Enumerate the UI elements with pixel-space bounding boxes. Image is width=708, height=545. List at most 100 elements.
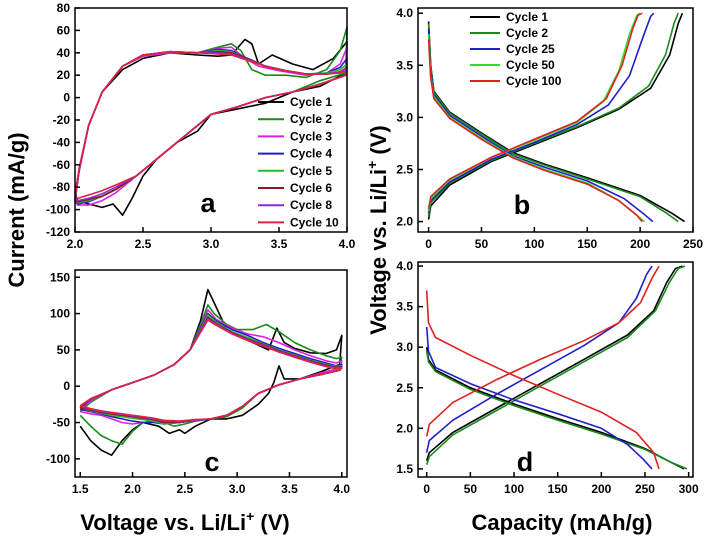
ytick-label-a-10: -120 [46,225,70,239]
ytick-label-b-3: 2.5 [396,162,413,176]
series-c-7 [79,319,343,422]
xtick-label-a-4: 4.0 [339,237,356,251]
series-d-0 [425,347,685,470]
legend-label-a-3: Cycle 4 [290,147,332,161]
xtick-label-b-4: 200 [630,237,650,251]
xtick-label-a-3: 3.5 [271,237,288,251]
right-ylabel-main: Voltage vs. Li/Li [366,169,391,335]
legend-label-a-7: Cycle 10 [290,215,339,229]
frame-d [417,261,694,478]
ytick-label-a-3: 20 [57,68,71,82]
series-d-1 [425,265,683,462]
bottom-left-xlabel-sup: + [246,508,254,524]
panel-letter-c: c [204,447,219,477]
xtick-label-a-1: 2.5 [135,237,152,251]
series-d-3 [425,265,686,466]
bottom-left-xlabel-main: Voltage vs. Li/Li [80,510,246,535]
xtick-label-b-5: 250 [683,237,703,251]
ytick-label-d-2: 3.0 [396,340,413,354]
xtick-label-c-4: 3.5 [281,482,298,496]
legend-label-a-1: Cycle 2 [290,112,332,126]
panel-d: 0 50 100 150 200 250 300 4.0 3.5 3.0 2.5 2.0 1.5 d [396,259,699,496]
series-b-7 [427,12,641,212]
panel-c: 1.5 2.0 2.5 3.0 3.5 4.0 150 100 50 0 -50 -100 c [46,269,350,496]
series-b-1 [427,12,684,220]
legend-label-a-2: Cycle 3 [290,129,332,143]
series-c-4 [79,314,343,425]
ytick-label-a-6: -40 [53,135,71,149]
series-c-1 [79,304,343,446]
plots-layer: 2.0 2.5 3.0 3.5 4.0806040200-20-40-60-80-100… [46,1,703,496]
xtick-label-b-2: 100 [524,237,544,251]
ytick-label-b-0: 4.0 [396,6,413,20]
right-ylabel-tail: (V) [366,125,391,160]
legend-label-a-6: Cycle 8 [290,198,332,212]
series-d-5 [425,265,653,453]
ytick-label-c-4: -50 [53,416,71,430]
series-c-5 [79,316,343,424]
ytick-label-c-0: 150 [50,270,70,284]
ytick-label-b-2: 3.0 [396,110,413,124]
legend-label-b-1: Cycle 2 [506,26,548,40]
legend-label-a-5: Cycle 6 [290,181,332,195]
panel-b: 0 50 100 150 200 250 4.0 3.5 3.0 2.5 2.0 b Cycle 1 Cy… [396,6,703,251]
frame-b [417,7,694,233]
panel-letter-a: a [200,188,216,218]
series-d-6 [425,290,660,470]
series-c-3 [79,312,343,425]
series-b-0 [427,21,685,223]
ytick-label-d-5: 1.5 [396,462,413,476]
series-a-7 [74,50,348,200]
ytick-label-d-4: 2.0 [396,421,413,435]
bottom-left-xlabel-tail: (V) [254,510,289,535]
xtick-label-d-3: 150 [548,482,568,496]
xtick-label-c-5: 4.0 [333,482,350,496]
xtick-label-a-0: 2.0 [67,237,84,251]
bottom-left-xlabel: Voltage vs. Li/Li+ (V) [80,508,290,535]
xtick-label-c-1: 2.0 [124,482,141,496]
ytick-label-c-2: 50 [57,343,71,357]
series-c-6 [79,317,343,423]
xtick-label-d-4: 200 [591,482,611,496]
ytick-label-a-4: 0 [63,91,70,105]
legend-label-b-0: Cycle 1 [506,10,548,24]
ytick-label-a-1: 60 [57,23,71,37]
series-b-3 [427,12,679,217]
bottom-right-xlabel: Capacity (mAh/g) [472,510,653,535]
ytick-label-c-3: 0 [63,379,70,393]
panel-letter-d: d [517,447,534,477]
ytick-label-a-5: -20 [53,113,71,127]
series-b-9 [427,12,643,210]
ytick-label-b-1: 3.5 [396,58,413,72]
series-d-7 [425,265,660,437]
legend-label-a-4: Cycle 5 [290,164,332,178]
xtick-label-b-1: 50 [475,237,489,251]
ytick-label-a-9: -100 [46,203,70,217]
xtick-label-c-3: 3.0 [229,482,246,496]
series-b-8 [427,39,643,223]
xtick-label-a-2: 3.0 [203,237,220,251]
ytick-label-d-3: 2.5 [396,381,413,395]
xtick-label-d-1: 50 [464,482,478,496]
ytick-label-a-7: -60 [53,158,71,172]
series-b-5 [427,12,655,214]
left-ylabel: Current (mA/g) [4,132,29,287]
ytick-label-c-1: 100 [50,307,70,321]
series-d-4 [425,326,653,470]
ytick-label-b-4: 2.0 [396,215,413,229]
xtick-label-b-3: 150 [577,237,597,251]
ytick-label-c-5: -100 [46,452,70,466]
ytick-label-a-8: -80 [53,180,71,194]
series-c-2 [79,309,343,425]
frame-c [74,269,348,478]
legend-label-b-4: Cycle 100 [506,74,562,88]
xtick-label-d-0: 0 [423,482,430,496]
ytick-label-d-1: 3.5 [396,300,413,314]
ytick-label-a-2: 40 [57,46,71,60]
xtick-label-d-5: 250 [635,482,655,496]
legend-label-b-3: Cycle 50 [506,58,555,72]
xtick-label-b-0: 0 [425,237,432,251]
ytick-label-d-0: 4.0 [396,259,413,273]
xtick-label-c-0: 1.5 [72,482,89,496]
